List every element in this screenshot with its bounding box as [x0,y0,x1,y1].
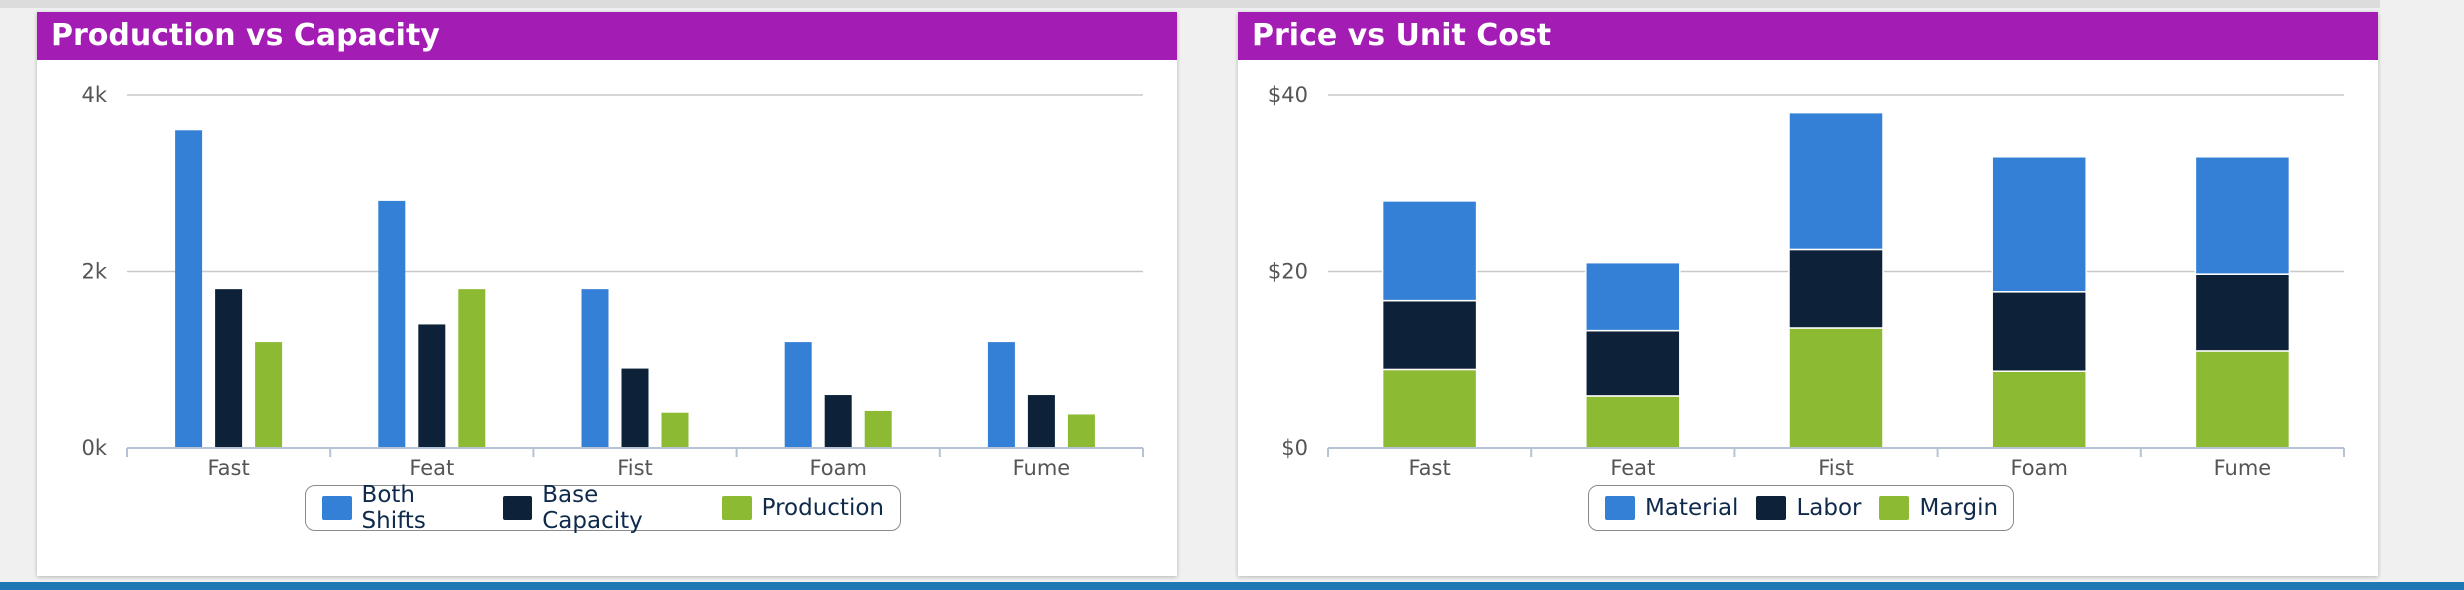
c1-bar-fist-margin[interactable] [1788,327,1884,449]
legend-label-base-capacity: Base Capacity [542,482,643,534]
c0-bar-feat-both-shifts[interactable] [378,200,406,448]
c0-x-tick-label: Foam [809,456,867,480]
bottom-bar [0,582,2464,590]
c1-y-tick-label: $0 [1281,436,1308,460]
legend-item-production[interactable]: Production [721,495,884,521]
c1-x-tick-label: Foam [2010,456,2068,480]
production-capacity-legend: Both Shifts Base Capacity Production [305,482,901,534]
c0-bar-fast-both-shifts[interactable] [175,130,203,449]
c1-bar-foam-material[interactable] [1991,156,2087,293]
c0-bar-fume-both-shifts[interactable] [987,342,1015,448]
c1-bar-fume-margin[interactable] [2194,350,2291,449]
c1-bar-feat-labor[interactable] [1585,329,1681,397]
legend-label-margin: Margin [1919,495,1999,521]
c1-bar-foam-labor[interactable] [1991,291,2087,372]
c0-x-tick-label: Fume [1013,456,1071,480]
c0-bar-foam-both-shifts[interactable] [784,342,812,448]
c0-x-tick-label: Feat [409,456,454,480]
production-capacity-chart: 0k 2k 4k Fast Feat Fist Foam Fume [81,83,1144,480]
c1-bar-fast-labor[interactable] [1381,299,1478,371]
c1-y-tick-label: $40 [1268,83,1308,107]
c0-x-tick-label: Fist [617,456,653,480]
legend-item-base-capacity[interactable]: Base Capacity [502,482,704,534]
legend-item-material[interactable]: Material [1605,495,1738,521]
legend-label-production: Production [761,495,884,521]
c1-x-tick-label: Fist [1818,456,1854,480]
legend-swatch-margin [1879,496,1910,520]
c0-bar-fist-both-shifts[interactable] [581,289,609,448]
c1-bar-fast-material[interactable] [1381,200,1478,302]
c0-bar-fast-production[interactable] [255,342,283,448]
c1-x-tick-label: Fume [2214,456,2272,480]
production-capacity-title: Production vs Capacity [37,12,1177,60]
c0-y-tick-label: 2k [81,260,107,284]
c1-bar-fist-material[interactable] [1788,111,1884,251]
c0-x-tick-label: Fast [207,456,249,480]
legend-swatch-both-shifts [322,496,352,520]
price-unit-cost-title: Price vs Unit Cost [1238,12,2378,60]
legend-swatch-material [1605,496,1635,520]
c1-y-tick-label: $20 [1268,260,1308,284]
price-unit-cost-chart: $0 $20 $40 Fast Feat Fist Foam Fume [1268,83,2345,480]
legend-item-both-shifts[interactable]: Both Shifts [322,482,485,534]
legend-swatch-production [721,496,752,520]
legend-item-labor[interactable]: Labor [1756,495,1861,521]
c1-bar-feat-margin[interactable] [1585,395,1681,449]
production-capacity-panel: Production vs Capacity 0k 2k 4k Fast Feat Fis… [37,12,1177,576]
price-unit-cost-panel: Price vs Unit Cost $0 $20 $40 Fast Feat Fist F… [1238,12,2378,576]
c1-bar-foam-margin[interactable] [1991,370,2087,449]
c0-bar-feat-production[interactable] [458,289,486,448]
c0-y-tick-label: 4k [81,83,107,107]
c0-bar-foam-production[interactable] [864,410,892,448]
c0-bar-fume-base-capacity[interactable] [1027,395,1055,448]
c1-bar-fume-labor[interactable] [2194,273,2291,352]
c1-bar-fist-labor[interactable] [1788,248,1884,329]
legend-item-margin[interactable]: Margin [1879,495,1998,521]
c0-bar-fume-production[interactable] [1067,414,1095,448]
c1-bar-fume-material[interactable] [2194,156,2291,275]
legend-swatch-labor [1756,496,1787,520]
c0-bar-fist-base-capacity[interactable] [621,368,649,448]
c1-bar-fast-margin[interactable] [1381,368,1478,449]
c0-bar-feat-base-capacity[interactable] [418,324,446,448]
c1-x-tick-label: Fast [1408,456,1450,480]
legend-swatch-base-capacity [502,496,533,520]
c1-bar-feat-material[interactable] [1585,261,1681,332]
price-unit-cost-legend: Material Labor Margin [1588,485,2014,531]
legend-label-material: Material [1645,495,1739,521]
top-strip [0,0,2380,8]
c0-bar-fast-base-capacity[interactable] [215,289,243,448]
c1-x-tick-label: Feat [1610,456,1655,480]
c0-y-tick-label: 0k [81,436,107,460]
c0-bar-foam-base-capacity[interactable] [824,395,852,448]
legend-label-both-shifts: Both Shifts [361,482,426,534]
c0-bar-fist-production[interactable] [661,412,689,448]
legend-label-labor: Labor [1796,495,1862,521]
